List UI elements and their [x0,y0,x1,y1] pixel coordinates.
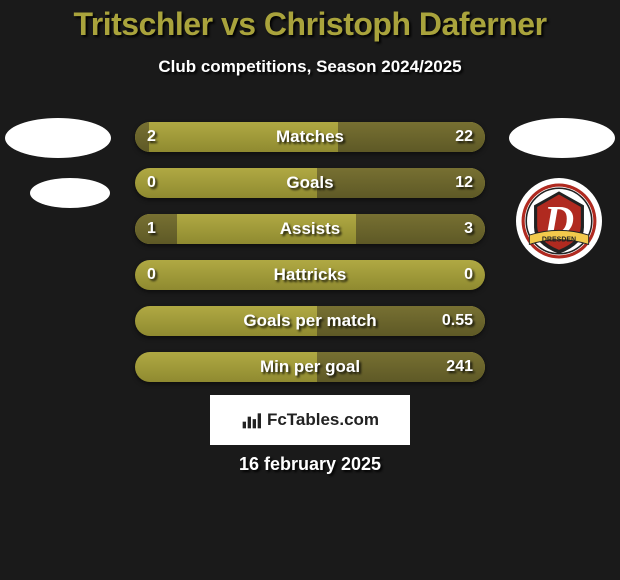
page-title: Tritschler vs Christoph Daferner [0,6,620,43]
team-badge-right: D DRESDEN [516,178,602,264]
stat-label: Hattricks [135,260,485,290]
stat-label: Min per goal [135,352,485,382]
stat-row: 222Matches [135,122,485,152]
stat-bars: 222Matches 012Goals 13Assists 00Hattricks 0.… [135,122,485,398]
svg-text:DRESDEN: DRESDEN [542,236,576,243]
stat-row: 00Hattricks [135,260,485,290]
subtitle: Club competitions, Season 2024/2025 [0,57,620,77]
dresden-badge-icon: D DRESDEN [520,182,598,260]
stat-row: 012Goals [135,168,485,198]
stat-label: Goals per match [135,306,485,336]
stat-row: 13Assists [135,214,485,244]
brand-box[interactable]: FcTables.com [210,395,410,445]
stat-label: Matches [135,122,485,152]
comparison-card: Tritschler vs Christoph Daferner Club co… [0,0,620,580]
footer-date: 16 february 2025 [0,454,620,475]
stat-row: 241Min per goal [135,352,485,382]
bar-chart-icon [241,410,261,430]
team-badge-left [30,178,110,208]
stat-row: 0.55Goals per match [135,306,485,336]
player-avatar-right [509,118,615,158]
stat-label: Assists [135,214,485,244]
player-avatar-left [5,118,111,158]
stat-label: Goals [135,168,485,198]
brand-text: FcTables.com [267,410,379,430]
